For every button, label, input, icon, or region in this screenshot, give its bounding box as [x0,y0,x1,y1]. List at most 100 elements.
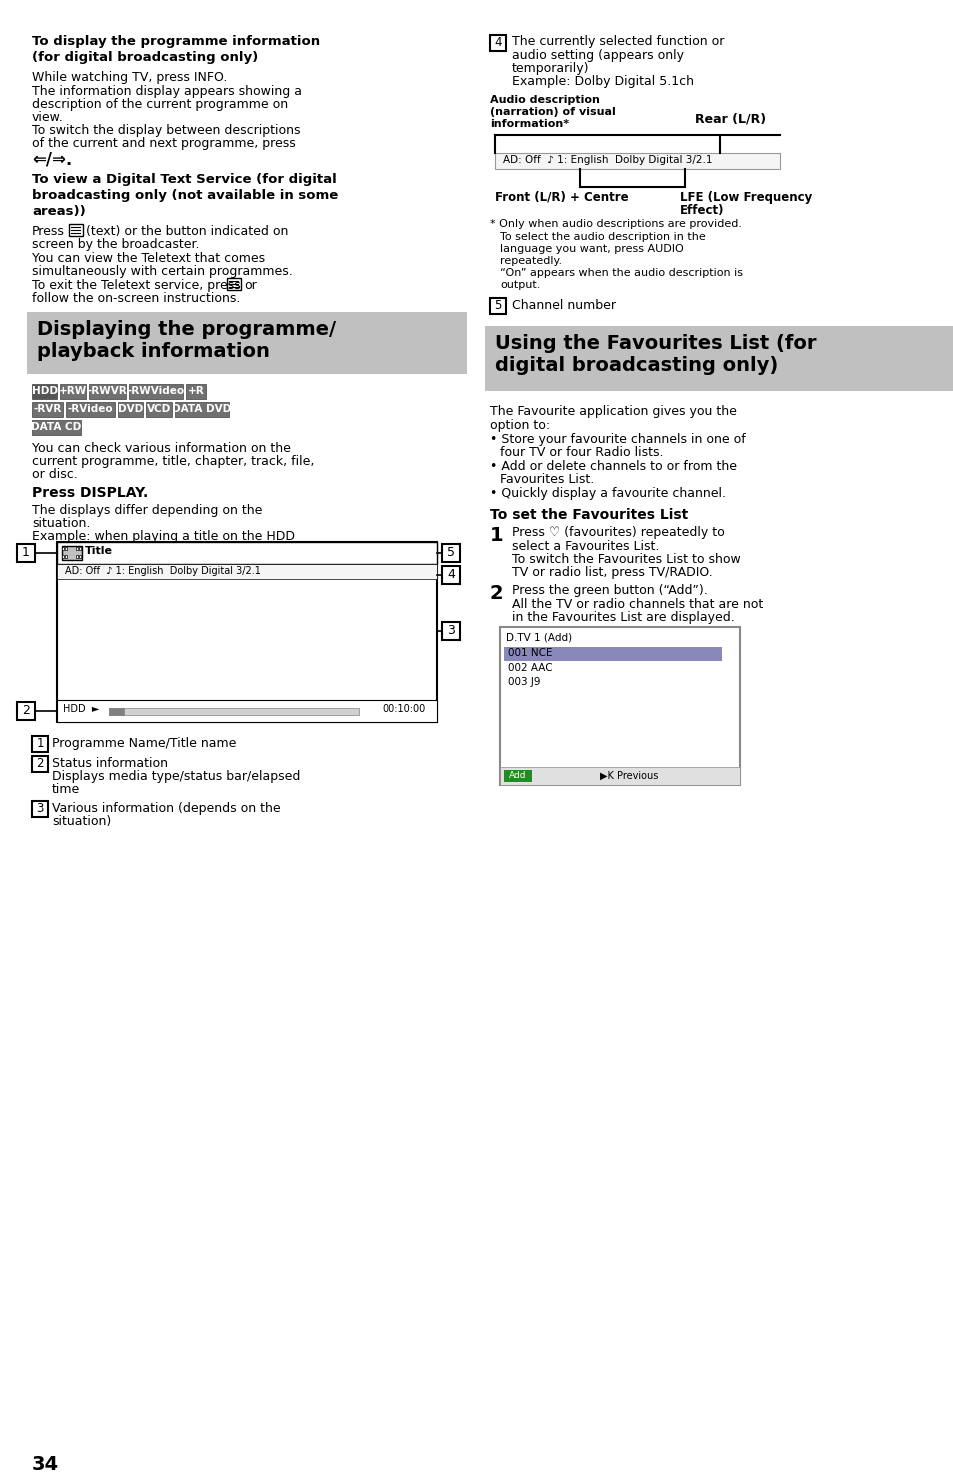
Text: audio setting (appears only: audio setting (appears only [512,49,683,62]
Text: (for digital broadcasting only): (for digital broadcasting only) [32,50,258,64]
Text: select a Favourites List.: select a Favourites List. [512,540,659,553]
Text: 4: 4 [447,568,455,581]
Text: Displays media type/status bar/elapsed: Displays media type/status bar/elapsed [52,770,300,783]
Text: situation.: situation. [32,518,91,529]
Text: 3: 3 [36,802,44,816]
Bar [117,402,143,417]
Text: -RVR: -RVR [33,405,62,415]
Text: Displaying the programme/: Displaying the programme/ [37,320,335,340]
Bar [17,544,35,562]
Text: • Add or delete channels to or from the: • Add or delete channels to or from the [490,460,737,473]
Text: Favourites List.: Favourites List. [499,473,594,486]
Text: -RWVR: -RWVR [88,387,127,396]
Text: Programme Name/Title name: Programme Name/Title name [52,737,236,750]
Text: You can view the Teletext that comes: You can view the Teletext that comes [32,252,265,265]
Text: Title: Title [85,546,112,556]
Text: ⇐/⇒.: ⇐/⇒. [32,151,72,169]
Text: description of the current programme on: description of the current programme on [32,98,288,111]
Text: Front (L/R) + Centre: Front (L/R) + Centre [495,191,628,205]
Text: 1: 1 [36,737,44,750]
Bar [441,621,459,641]
Bar [186,384,206,399]
Bar [32,420,80,435]
Text: • Store your favourite channels in one of: • Store your favourite channels in one o… [490,433,745,446]
Text: language you want, press AUDIO: language you want, press AUDIO [499,245,683,254]
Text: 2: 2 [36,756,44,770]
Bar [66,402,114,417]
Text: in the Favourites List are displayed.: in the Favourites List are displayed. [512,611,734,624]
Text: Press ♡ (favourites) repeatedly to: Press ♡ (favourites) repeatedly to [512,526,724,538]
Text: Press: Press [32,225,65,237]
Bar [57,700,436,722]
Text: temporarily): temporarily) [512,62,589,76]
Text: Audio description: Audio description [490,95,599,105]
Text: You can check various information on the: You can check various information on the [32,442,291,455]
Text: Example: when playing a title on the HDD: Example: when playing a title on the HDD [32,529,294,543]
Text: +R: +R [188,387,204,396]
Text: Press DISPLAY.: Press DISPLAY. [32,486,148,500]
Text: The Favourite application gives you the: The Favourite application gives you the [490,405,736,418]
Bar [57,541,436,564]
Bar [32,756,48,773]
Text: (narration) of visual: (narration) of visual [490,107,615,117]
Text: screen by the broadcaster.: screen by the broadcaster. [32,237,199,251]
Bar [32,801,48,817]
Text: Rear (L/R): Rear (L/R) [695,113,765,126]
Bar [490,36,505,50]
Text: HDD  ►: HDD ► [63,704,99,713]
Bar [174,402,229,417]
Text: The displays differ depending on the: The displays differ depending on the [32,504,262,518]
Bar [76,547,78,550]
Text: DATA DVD: DATA DVD [172,405,232,415]
Bar [17,701,35,721]
Bar [57,541,436,722]
Text: Press the green button (“Add”).: Press the green button (“Add”). [512,584,707,598]
Text: 5: 5 [447,546,455,559]
Text: 4: 4 [494,36,501,49]
Text: 003 J9: 003 J9 [507,678,540,687]
Bar [89,384,126,399]
Text: 34: 34 [32,1455,59,1474]
Text: areas)): areas)) [32,205,86,218]
Text: To view a Digital Text Service (for digital: To view a Digital Text Service (for digi… [32,174,336,185]
Text: time: time [52,783,80,796]
Text: simultaneously with certain programmes.: simultaneously with certain programmes. [32,265,293,277]
Text: or: or [244,279,256,292]
Bar [109,707,124,715]
Text: 2: 2 [490,584,503,604]
Bar [503,647,721,661]
Text: repeatedly.: repeatedly. [499,257,561,265]
Text: Example: Dolby Digital 5.1ch: Example: Dolby Digital 5.1ch [512,76,693,87]
Bar [79,555,81,558]
Bar [146,402,172,417]
Text: • Quickly display a favourite channel.: • Quickly display a favourite channel. [490,486,725,500]
Bar [129,384,183,399]
Bar [499,627,740,785]
Text: The information display appears showing a: The information display appears showing … [32,85,302,98]
Text: 001 NCE: 001 NCE [507,648,552,658]
Text: Effect): Effect) [679,205,723,217]
Bar [484,326,953,392]
Text: Add: Add [509,771,526,780]
Text: Channel number: Channel number [512,300,616,311]
Text: option to:: option to: [490,420,550,432]
Text: 5: 5 [494,300,501,311]
Text: of the current and next programme, press: of the current and next programme, press [32,136,295,150]
Bar [27,311,467,374]
Text: ▶K Previous: ▶K Previous [599,771,658,782]
Text: Various information (depends on the: Various information (depends on the [52,802,280,816]
Text: * Only when audio descriptions are provided.: * Only when audio descriptions are provi… [490,219,741,228]
Text: While watching TV, press INFO.: While watching TV, press INFO. [32,71,227,85]
Text: 2: 2 [22,704,30,716]
Bar [76,555,78,558]
Text: playback information: playback information [37,343,270,360]
Text: 1: 1 [22,546,30,559]
Bar [109,707,358,715]
Text: To select the audio description in the: To select the audio description in the [499,231,705,242]
Text: AD: Off  ♪ 1: English  Dolby Digital 3/2.1: AD: Off ♪ 1: English Dolby Digital 3/2.1 [65,567,260,575]
Bar [441,544,459,562]
Text: D.TV 1 (Add): D.TV 1 (Add) [505,632,572,642]
Bar [32,384,57,399]
Text: LFE (Low Frequency: LFE (Low Frequency [679,191,811,205]
Text: (text) or the button indicated on: (text) or the button indicated on [86,225,288,237]
